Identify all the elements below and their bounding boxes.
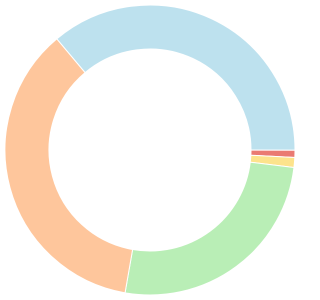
page: {"chart_data": {"type": "pie", "values":… bbox=[4, 4, 296, 296]
donut-segment bbox=[124, 161, 295, 296]
chart bbox=[4, 4, 296, 296]
donut-segment bbox=[4, 38, 134, 294]
donut-segment bbox=[56, 4, 296, 151]
